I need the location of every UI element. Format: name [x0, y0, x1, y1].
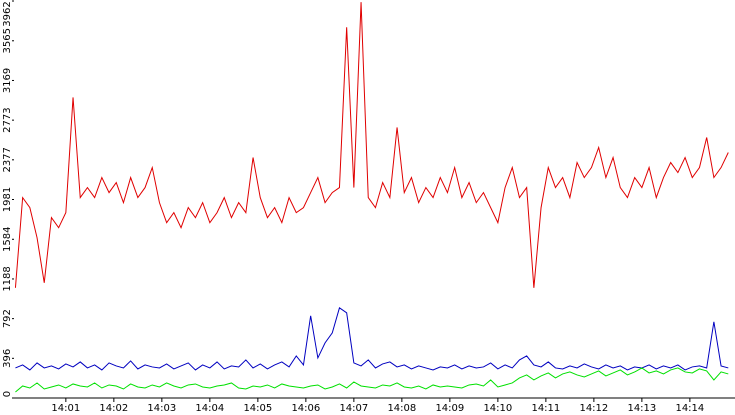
series-line [15, 367, 729, 393]
x-tick-label: 14:11 [531, 403, 560, 414]
x-tick-label: 14:10 [483, 403, 512, 414]
series-line [14, 2, 729, 288]
y-tick-label: 792 [2, 309, 13, 328]
x-tick-label: 14:09 [435, 403, 464, 414]
y-tick-label: 2377 [2, 147, 13, 172]
y-tick-label: 1188 [2, 266, 13, 291]
y-tick-label: 3962 [2, 1, 13, 26]
series-line [15, 307, 729, 371]
x-tick-label: 14:03 [147, 403, 176, 414]
x-tick-label: 14:06 [291, 403, 320, 414]
y-tick-label: 0 [2, 391, 13, 397]
y-tick-label: 3565 [2, 28, 13, 53]
y-tick-label: 1981 [2, 187, 13, 212]
x-tick-label: 14:02 [99, 403, 128, 414]
x-tick-label: 14:07 [339, 403, 368, 414]
x-tick-label: 14:01 [51, 403, 80, 414]
x-tick-label: 14:05 [243, 403, 272, 414]
x-tick-label: 14:14 [675, 403, 704, 414]
x-tick-label: 14:12 [579, 403, 608, 414]
x-tick-label: 14:08 [387, 403, 416, 414]
x-tick-label: 14:13 [627, 403, 656, 414]
y-tick-label: 3169 [2, 68, 13, 93]
y-tick-label: 1584 [2, 227, 13, 252]
y-tick-label: 396 [2, 349, 13, 368]
x-tick-label: 14:04 [195, 403, 224, 414]
y-tick-label: 2773 [2, 107, 13, 132]
